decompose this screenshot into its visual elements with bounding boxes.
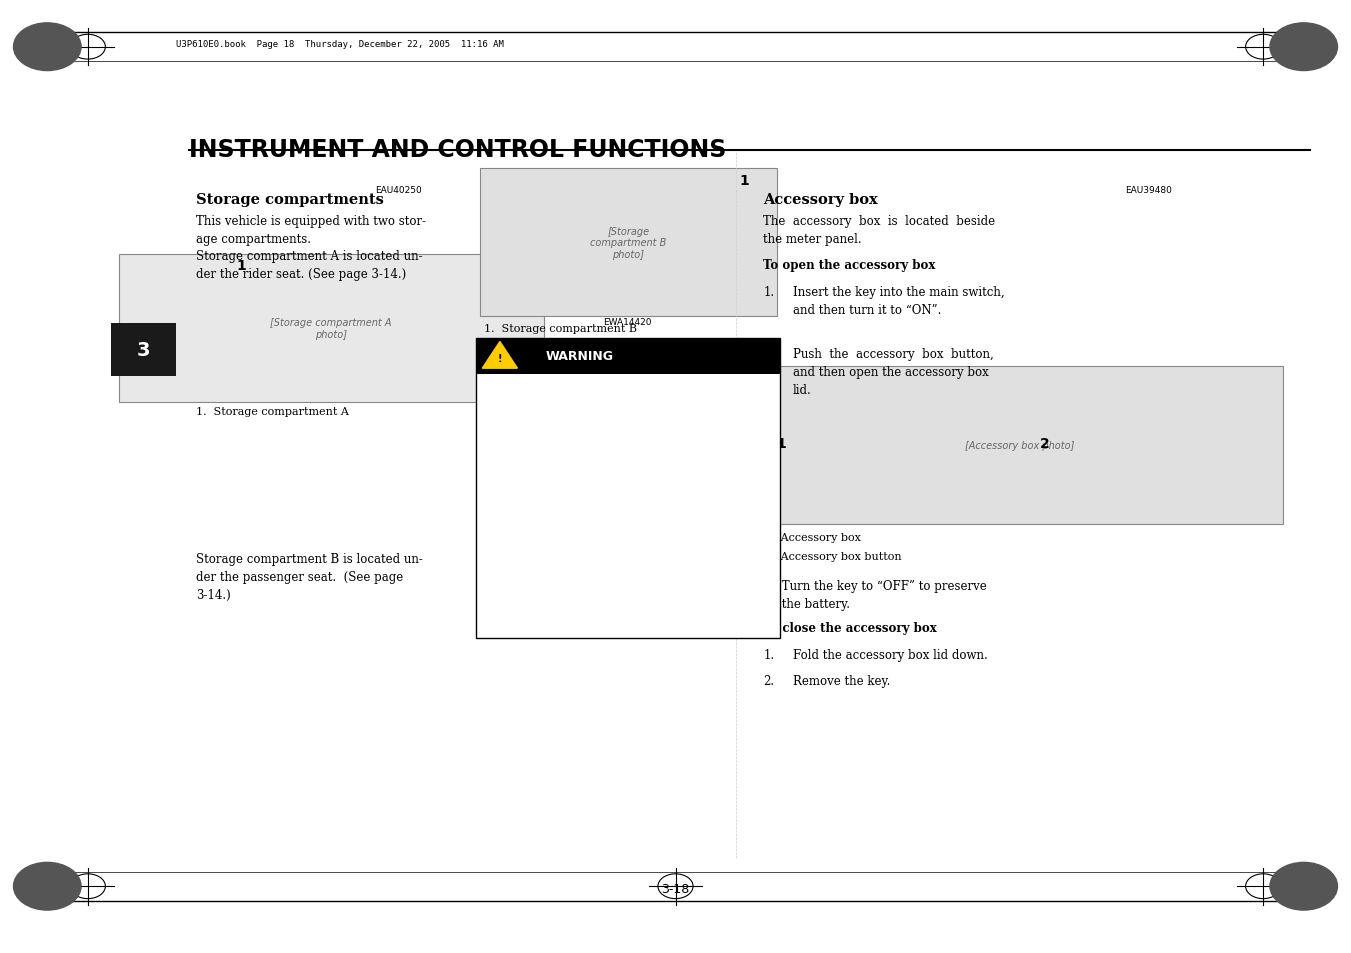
Text: 2.  Accessory box button: 2. Accessory box button bbox=[763, 552, 902, 561]
Circle shape bbox=[14, 24, 81, 71]
Text: Do not exceed the load limit of 1: Do not exceed the load limit of 1 bbox=[513, 388, 703, 396]
Text: 2.: 2. bbox=[763, 348, 774, 361]
Text: EAU39480: EAU39480 bbox=[1125, 186, 1171, 194]
Text: 3-18: 3-18 bbox=[662, 882, 689, 895]
Text: kg (7 lb) for storage compart-
ment B.: kg (7 lb) for storage compart- ment B. bbox=[513, 499, 670, 520]
Text: INSTRUMENT AND CONTROL FUNCTIONS: INSTRUMENT AND CONTROL FUNCTIONS bbox=[189, 138, 727, 162]
Text: load of 211 kg (465 lb) (CAL)
212 kg (467 lb) (U49) for the ve-
hicle.: load of 211 kg (465 lb) (CAL) 212 kg (46… bbox=[513, 590, 685, 622]
FancyBboxPatch shape bbox=[476, 338, 780, 639]
Text: To close the accessory box: To close the accessory box bbox=[763, 621, 938, 635]
Text: kg (2 lb) for storage compart-
ment A.: kg (2 lb) for storage compart- ment A. bbox=[513, 409, 670, 430]
Text: 2: 2 bbox=[1040, 436, 1050, 450]
Polygon shape bbox=[482, 342, 517, 369]
Text: U3P610E0.book  Page 18  Thursday, December 22, 2005  11:16 AM: U3P610E0.book Page 18 Thursday, December… bbox=[176, 40, 504, 50]
Text: !: ! bbox=[497, 354, 503, 363]
Text: 3: 3 bbox=[136, 340, 150, 359]
Text: Do  not  exceed  the  maximum: Do not exceed the maximum bbox=[513, 569, 693, 578]
Text: 1: 1 bbox=[236, 259, 246, 274]
Text: 1: 1 bbox=[739, 173, 748, 188]
Text: Storage compartment A is located un-
der the rider seat. (See page 3-14.): Storage compartment A is located un- der… bbox=[196, 250, 423, 280]
Text: Do not exceed the load limit of 3: Do not exceed the load limit of 3 bbox=[513, 478, 703, 487]
FancyBboxPatch shape bbox=[476, 338, 780, 375]
Text: Insert the key into the main switch,
and then turn it to “ON”.: Insert the key into the main switch, and… bbox=[793, 286, 1005, 316]
Circle shape bbox=[1270, 24, 1337, 71]
Text: 1.: 1. bbox=[763, 648, 774, 661]
Text: [Storage compartment A
photo]: [Storage compartment A photo] bbox=[270, 318, 392, 339]
Circle shape bbox=[14, 862, 81, 910]
Text: Remove the key.: Remove the key. bbox=[793, 675, 890, 688]
Text: Storage compartment B is located un-
der the passenger seat.  (See page
3-14.): Storage compartment B is located un- der… bbox=[196, 553, 423, 601]
Text: [Storage
compartment B
photo]: [Storage compartment B photo] bbox=[590, 227, 666, 259]
Text: To open the accessory box: To open the accessory box bbox=[763, 259, 936, 273]
Text: The  accessory  box  is  located  beside
the meter panel.: The accessory box is located beside the … bbox=[763, 214, 996, 245]
FancyBboxPatch shape bbox=[480, 169, 777, 316]
Text: 1.  Storage compartment B: 1. Storage compartment B bbox=[484, 324, 636, 334]
FancyBboxPatch shape bbox=[763, 367, 1283, 524]
Text: 1: 1 bbox=[777, 436, 786, 450]
Text: 3.  Turn the key to “OFF” to preserve
     the battery.: 3. Turn the key to “OFF” to preserve the… bbox=[763, 579, 988, 610]
FancyBboxPatch shape bbox=[111, 324, 176, 376]
Text: EAU40250: EAU40250 bbox=[376, 186, 422, 194]
Text: [Accessory box photo]: [Accessory box photo] bbox=[966, 441, 1074, 451]
Text: ●: ● bbox=[496, 478, 504, 488]
Text: Storage compartments: Storage compartments bbox=[196, 193, 384, 207]
Text: Push  the  accessory  box  button,
and then open the accessory box
lid.: Push the accessory box button, and then … bbox=[793, 348, 994, 396]
Text: ●: ● bbox=[496, 388, 504, 397]
Text: WARNING: WARNING bbox=[546, 350, 613, 363]
Text: Fold the accessory box lid down.: Fold the accessory box lid down. bbox=[793, 648, 988, 661]
FancyBboxPatch shape bbox=[119, 254, 544, 402]
Circle shape bbox=[1270, 862, 1337, 910]
Text: This vehicle is equipped with two stor-
age compartments.: This vehicle is equipped with two stor- … bbox=[196, 214, 426, 245]
Text: 1.  Accessory box: 1. Accessory box bbox=[763, 533, 861, 542]
Text: 2.: 2. bbox=[763, 675, 774, 688]
Text: Accessory box: Accessory box bbox=[763, 193, 878, 207]
Text: EWA14420: EWA14420 bbox=[604, 318, 651, 327]
Text: ●: ● bbox=[496, 569, 504, 578]
Text: 1.  Storage compartment A: 1. Storage compartment A bbox=[196, 407, 349, 416]
Text: 1.: 1. bbox=[763, 286, 774, 299]
